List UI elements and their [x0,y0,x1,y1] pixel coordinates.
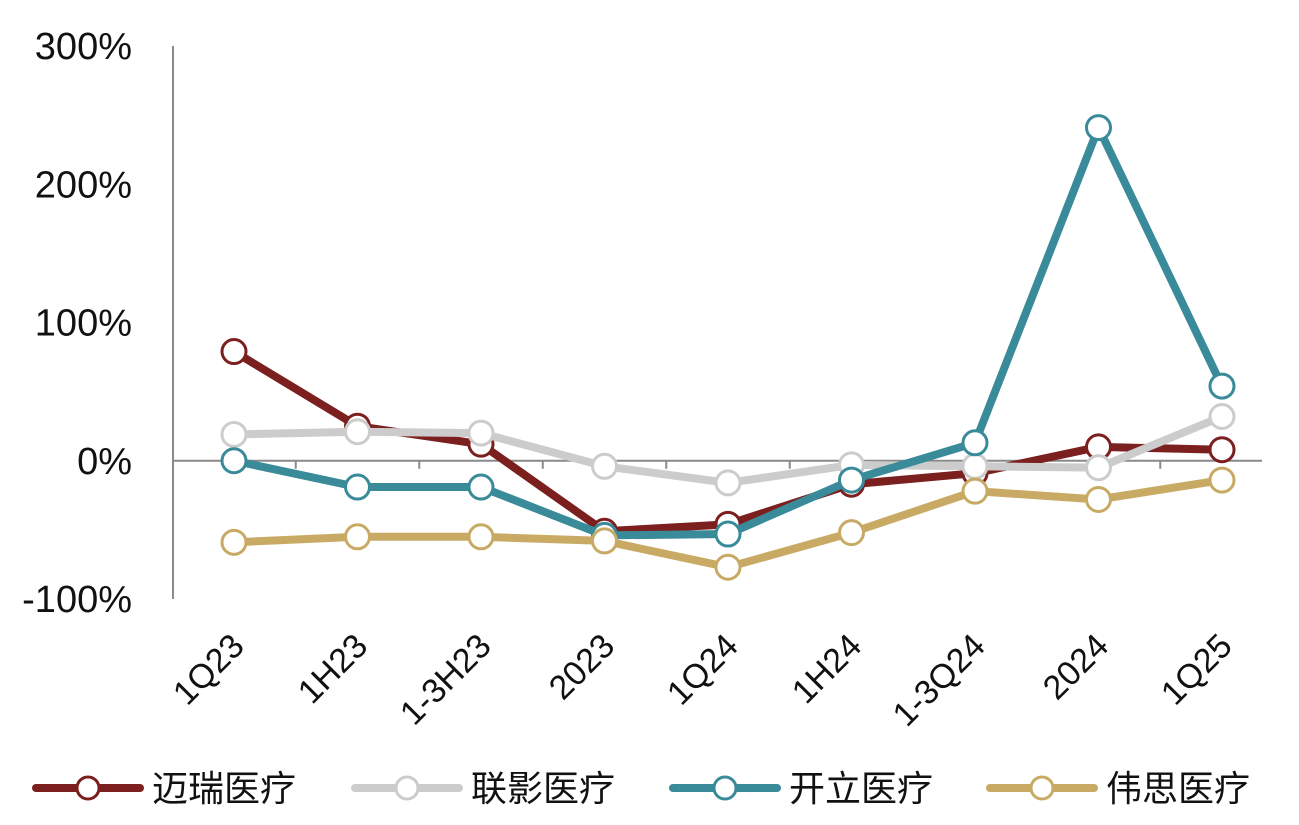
data-point [1208,466,1236,494]
legend-label: 联影医疗 [471,769,615,810]
data-point [467,473,495,501]
data-point [1085,485,1112,513]
x-tick-label: 1-3Q24 [886,627,993,734]
data-point [961,477,989,505]
y-tick-label: -100% [22,579,132,621]
series-layer [220,114,1236,581]
data-point [1085,454,1112,482]
data-point [344,473,371,501]
series-line [230,347,1226,536]
x-tick-label: 1-3H23 [393,627,499,733]
data-point [591,527,618,555]
x-tick-label: 1Q24 [660,627,746,713]
legend-item-3: 开立医疗 [669,769,933,810]
legend-item-4: 伟思医疗 [986,769,1250,810]
data-point [344,418,371,446]
x-tick-label: 2023 [542,627,622,707]
y-tick-label: 100% [35,303,132,345]
data-point [1208,372,1236,400]
data-point [961,429,989,457]
y-tick-label: 200% [35,164,132,206]
data-point [467,523,495,551]
axes [172,46,1262,599]
x-axis-ticks: 1Q23 1H23 1-3H23 2023 1Q24 1H24 1-3Q24 2024 1Q25 [166,627,1240,734]
legend-marker [394,775,420,801]
legend-label: 迈瑞医疗 [152,769,296,810]
data-point [714,553,742,581]
data-point [961,452,989,480]
legend-label: 伟思医疗 [1106,769,1250,810]
x-tick-label: 2024 [1036,627,1116,707]
data-point [714,469,742,497]
y-tick-label: 300% [35,26,132,68]
data-point [1208,403,1236,431]
legend-item-1: 迈瑞医疗 [32,769,296,810]
data-point [344,523,371,551]
series-4 [220,466,1236,581]
x-tick-label: 1H23 [291,627,375,711]
series-2 [220,403,1236,497]
x-tick-label: 1Q25 [1154,627,1240,713]
legend-label: 开立医疗 [789,769,933,810]
data-point [220,528,248,556]
y-axis-ticks: 300% 200% 100% 0% -100% [22,26,132,621]
y-tick-label: 0% [77,441,132,483]
data-point [220,338,248,366]
data-point [467,419,495,447]
x-tick-label: 1Q23 [166,627,252,713]
data-point [714,520,742,548]
legend-item-2: 联影医疗 [351,769,615,810]
legend-marker [712,775,738,801]
data-point [220,420,248,448]
data-point [838,519,865,547]
data-point [220,447,248,475]
legend: 迈瑞医疗 联影医疗 开立医疗 伟思医疗 [32,769,1250,810]
data-point [838,466,865,494]
legend-marker [75,775,101,801]
series-1 [220,338,1236,545]
data-point [1085,114,1112,142]
legend-marker [1029,775,1055,801]
x-tick-label: 1H24 [785,627,869,711]
data-point [591,452,618,480]
data-point [1208,436,1236,464]
